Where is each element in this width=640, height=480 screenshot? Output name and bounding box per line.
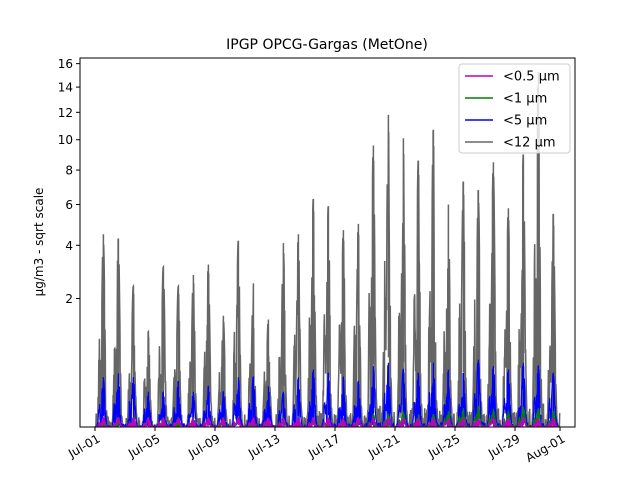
y-tick-label: 6 bbox=[65, 198, 73, 212]
y-tick-label: 10 bbox=[58, 133, 73, 147]
legend-box bbox=[458, 63, 571, 154]
chart-title: IPGP OPCG-Gargas (MetOne) bbox=[226, 37, 428, 53]
y-tick-label: 16 bbox=[58, 57, 73, 71]
series-3 bbox=[95, 71, 561, 427]
y-axis: 2 4 6 8 10 12 14 16 bbox=[58, 57, 80, 306]
legend-label: <12 µm bbox=[503, 136, 556, 151]
plot-frame bbox=[79, 57, 576, 428]
series-2 bbox=[95, 359, 561, 427]
y-tick-label: 2 bbox=[65, 292, 73, 306]
series-line bbox=[95, 359, 561, 427]
legend: <0.5 µm <1 µm <5 µm <12 µm bbox=[458, 63, 571, 154]
y-tick-label: 8 bbox=[65, 164, 73, 178]
legend-label: <1 µm bbox=[503, 92, 547, 107]
legend-label: <5 µm bbox=[503, 114, 547, 129]
y-tick-label: 12 bbox=[58, 106, 73, 120]
series-line bbox=[95, 71, 561, 427]
y-tick-label: 4 bbox=[65, 239, 73, 253]
legend-label: <0.5 µm bbox=[503, 70, 560, 85]
y-axis-label: µg/m3 - sqrt scale bbox=[32, 188, 46, 297]
y-tick-label: 14 bbox=[58, 81, 73, 95]
